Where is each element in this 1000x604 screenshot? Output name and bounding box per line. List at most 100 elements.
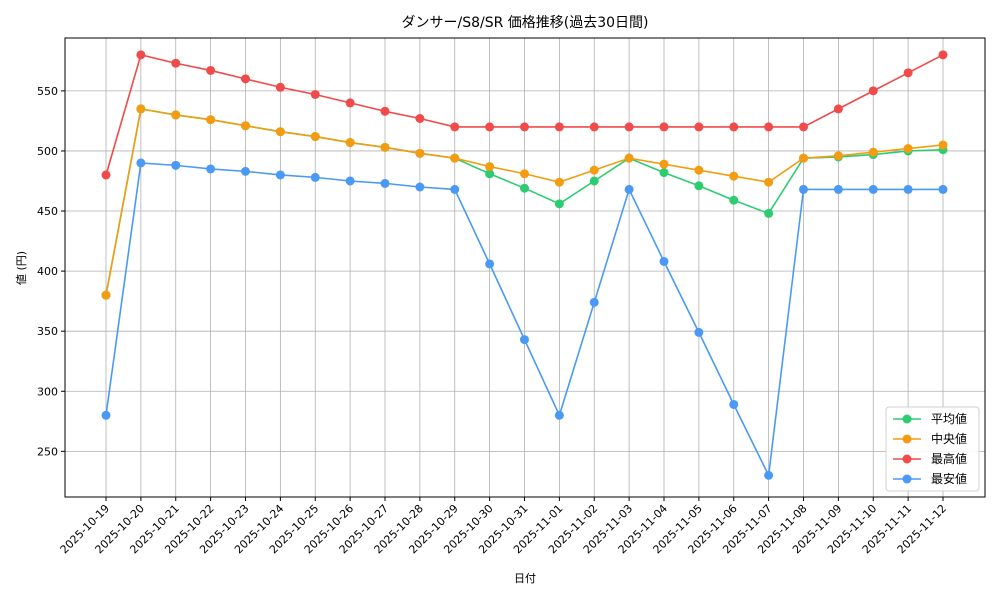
data-point bbox=[868, 147, 878, 157]
data-point bbox=[415, 148, 425, 158]
data-point bbox=[799, 184, 808, 194]
data-point bbox=[938, 140, 948, 150]
data-point bbox=[206, 115, 216, 125]
data-point bbox=[171, 160, 181, 170]
data-point bbox=[589, 165, 599, 175]
data-point bbox=[694, 165, 704, 175]
data-point bbox=[554, 177, 564, 187]
data-point bbox=[415, 182, 425, 192]
y-tick-label: 500 bbox=[37, 145, 58, 158]
legend-item: 中央値 bbox=[893, 431, 967, 446]
data-point bbox=[729, 399, 739, 409]
y-tick-label: 300 bbox=[37, 385, 58, 398]
data-point bbox=[485, 162, 495, 172]
data-point bbox=[310, 89, 320, 99]
data-point bbox=[101, 170, 111, 180]
legend-item: 最高値 bbox=[893, 451, 967, 466]
data-point bbox=[624, 153, 634, 163]
data-point bbox=[171, 110, 181, 120]
data-point bbox=[241, 166, 250, 176]
data-point bbox=[206, 65, 216, 75]
y-axis-label: 値 (円) bbox=[15, 251, 28, 285]
data-point bbox=[520, 169, 529, 179]
chart-title: ダンサー/S8/SR 価格推移(過去30日間) bbox=[401, 15, 648, 31]
data-point bbox=[729, 122, 739, 132]
data-point bbox=[275, 170, 285, 180]
data-point bbox=[520, 335, 529, 345]
data-point bbox=[101, 290, 111, 300]
data-point bbox=[485, 122, 495, 132]
data-point bbox=[589, 297, 599, 307]
y-tick-label: 550 bbox=[37, 85, 58, 98]
legend-item: 平均値 bbox=[893, 411, 967, 426]
data-point bbox=[275, 82, 285, 92]
data-point bbox=[450, 122, 460, 132]
legend-swatch-marker bbox=[902, 414, 912, 424]
data-point bbox=[101, 410, 111, 420]
data-point bbox=[206, 164, 216, 174]
data-point bbox=[868, 184, 878, 194]
series-1 bbox=[101, 104, 948, 300]
data-point bbox=[589, 122, 599, 132]
y-tick-label: 450 bbox=[37, 205, 58, 218]
data-point bbox=[380, 142, 390, 152]
data-point bbox=[799, 153, 808, 163]
data-point bbox=[520, 122, 529, 132]
series-2 bbox=[101, 50, 948, 180]
data-point bbox=[380, 178, 390, 188]
data-point bbox=[520, 183, 529, 193]
series-3 bbox=[101, 158, 948, 480]
data-point bbox=[345, 176, 355, 186]
data-point bbox=[659, 159, 669, 169]
legend-swatch-marker bbox=[902, 474, 912, 484]
data-point bbox=[345, 98, 355, 108]
data-point bbox=[241, 74, 250, 84]
data-point bbox=[310, 132, 320, 142]
y-tick-label: 400 bbox=[37, 265, 58, 278]
data-point bbox=[554, 199, 564, 209]
legend-item: 最安値 bbox=[893, 471, 967, 486]
data-point bbox=[136, 104, 146, 114]
plot-area-frame bbox=[64, 37, 986, 498]
data-point bbox=[659, 168, 669, 178]
grid-lines bbox=[65, 38, 985, 497]
y-axis: 250 300 350 400 450 500 550 bbox=[37, 85, 65, 458]
data-point bbox=[694, 327, 704, 337]
data-point bbox=[554, 122, 564, 132]
data-point bbox=[345, 138, 355, 148]
data-point bbox=[275, 127, 285, 137]
data-point bbox=[903, 184, 913, 194]
data-point bbox=[694, 122, 704, 132]
data-point bbox=[694, 181, 704, 191]
data-point bbox=[136, 50, 146, 60]
data-point bbox=[764, 177, 774, 187]
x-axis-label: 日付 bbox=[514, 572, 536, 585]
data-point bbox=[833, 184, 843, 194]
data-point bbox=[589, 176, 599, 186]
data-point bbox=[171, 58, 181, 68]
data-point bbox=[903, 68, 913, 78]
data-point bbox=[136, 158, 146, 168]
data-point bbox=[241, 121, 250, 131]
y-tick-label: 350 bbox=[37, 325, 58, 338]
data-point bbox=[659, 256, 669, 266]
series-lines bbox=[101, 50, 948, 480]
x-axis: 2025-10-192025-10-202025-10-212025-10-22… bbox=[58, 497, 949, 556]
data-point bbox=[938, 184, 948, 194]
data-point bbox=[833, 104, 843, 114]
data-point bbox=[833, 151, 843, 161]
data-point bbox=[938, 50, 948, 60]
data-point bbox=[310, 172, 320, 182]
legend-label: 最安値 bbox=[931, 471, 967, 486]
legend-label: 最高値 bbox=[931, 451, 967, 466]
data-point bbox=[799, 122, 808, 132]
data-point bbox=[764, 208, 774, 218]
data-point bbox=[485, 169, 495, 179]
data-point bbox=[764, 122, 774, 132]
data-point bbox=[764, 470, 774, 480]
legend-label: 平均値 bbox=[931, 411, 967, 426]
